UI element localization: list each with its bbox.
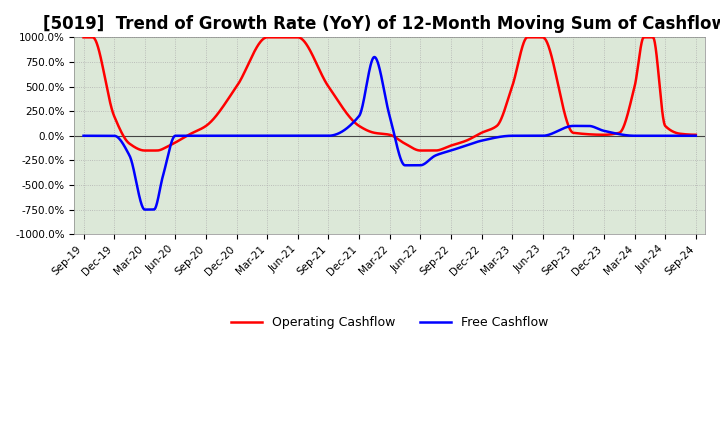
Operating Cashflow xyxy=(79,35,88,40)
Operating Cashflow xyxy=(140,148,149,153)
Free Cashflow xyxy=(140,207,149,212)
Operating Cashflow xyxy=(377,131,386,136)
Operating Cashflow xyxy=(674,131,683,136)
Free Cashflow xyxy=(79,133,88,139)
Free Cashflow xyxy=(674,133,683,139)
Free Cashflow xyxy=(370,55,379,60)
Legend: Operating Cashflow, Free Cashflow: Operating Cashflow, Free Cashflow xyxy=(225,311,554,334)
Line: Operating Cashflow: Operating Cashflow xyxy=(84,37,696,150)
Operating Cashflow xyxy=(361,127,369,132)
Line: Free Cashflow: Free Cashflow xyxy=(84,57,696,209)
Free Cashflow xyxy=(675,133,683,139)
Operating Cashflow xyxy=(110,115,119,120)
Operating Cashflow xyxy=(674,131,683,136)
Free Cashflow xyxy=(562,125,570,130)
Free Cashflow xyxy=(110,133,119,139)
Operating Cashflow xyxy=(691,132,700,137)
Free Cashflow xyxy=(377,77,386,82)
Title: [5019]  Trend of Growth Rate (YoY) of 12-Month Moving Sum of Cashflows: [5019] Trend of Growth Rate (YoY) of 12-… xyxy=(42,15,720,33)
Free Cashflow xyxy=(361,89,369,95)
Operating Cashflow xyxy=(562,116,570,121)
Free Cashflow xyxy=(691,133,700,139)
